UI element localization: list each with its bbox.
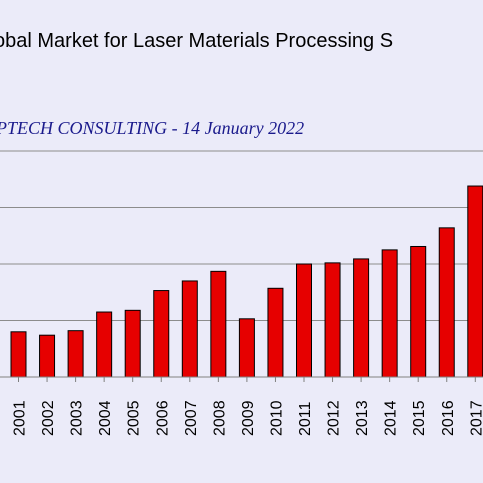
bar-2005: [124, 309, 141, 378]
x-tick-label-2011: 2011: [297, 401, 314, 436]
bar-2010: [267, 287, 284, 378]
x-tick-label-2004: 2004: [97, 400, 114, 436]
bar-2011: [296, 263, 312, 378]
x-tick-label-2009: 2009: [240, 400, 257, 436]
x-tick-label-2013: 2013: [354, 400, 371, 436]
bar-2003: [67, 330, 84, 378]
chart-subtitle: PTECH CONSULTING - 14 January 2022: [0, 118, 305, 138]
bar-2014: [381, 249, 398, 378]
bar-2008: [210, 270, 227, 378]
x-tick-label-2002: 2002: [40, 400, 57, 436]
x-tick-label-2016: 2016: [440, 400, 457, 436]
bar-2017: [467, 185, 483, 378]
x-tick-label-2007: 2007: [183, 400, 200, 436]
bar-2012: [324, 262, 341, 378]
bar-2007: [181, 280, 198, 378]
bar-2006: [153, 290, 170, 378]
bar-2001: [10, 331, 27, 378]
x-tick-label-2001: 2001: [12, 400, 29, 436]
x-tick-label-2012: 2012: [326, 400, 343, 436]
bar-2004: [96, 311, 113, 378]
chart-title: obal Market for Laser Materials Processi…: [0, 30, 394, 52]
x-tick-label-2008: 2008: [211, 400, 228, 436]
x-tick-label-2015: 2015: [411, 400, 428, 436]
x-tick-label-2017: 2017: [468, 400, 483, 436]
bar-2016: [438, 227, 455, 378]
x-ticks: [18, 377, 476, 382]
x-tick-label-2010: 2010: [268, 400, 285, 436]
bar-2009: [238, 318, 255, 378]
x-tick-label-2003: 2003: [69, 400, 86, 436]
bar-2002: [39, 334, 56, 378]
x-tick-label-2005: 2005: [126, 400, 143, 436]
bar-2015: [410, 245, 427, 378]
x-tick-labels: 2001 2002 2003 2004 2005 2006 2007 2008 2009 2010…: [12, 400, 483, 436]
bar-2013: [353, 258, 370, 378]
x-tick-label-2006: 2006: [154, 400, 171, 436]
x-tick-label-2014: 2014: [383, 400, 400, 436]
bars: [10, 185, 483, 378]
